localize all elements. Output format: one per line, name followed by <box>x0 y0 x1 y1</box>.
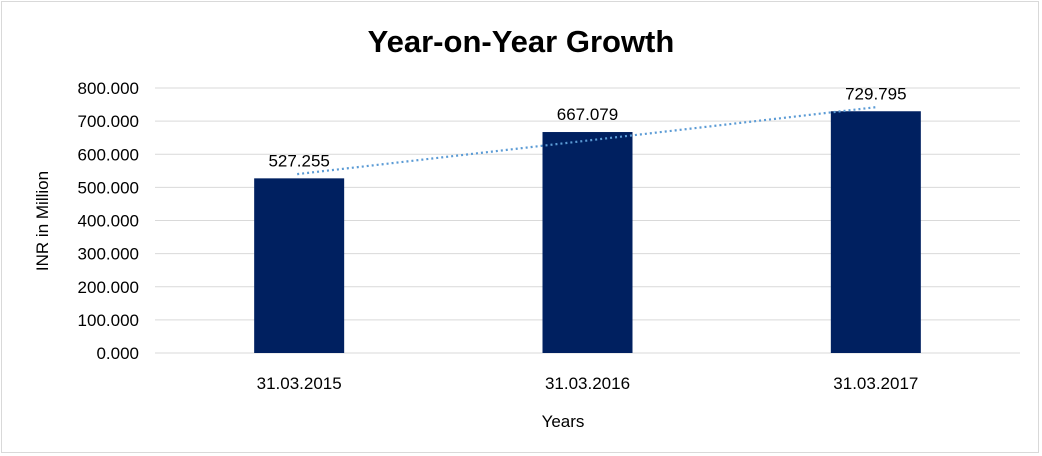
y-tick-label: 200.000 <box>78 278 139 297</box>
y-tick-label: 600.000 <box>78 145 139 164</box>
y-tick-label: 100.000 <box>78 311 139 330</box>
data-label: 667.079 <box>557 105 618 124</box>
bar <box>830 111 921 354</box>
data-label: 527.255 <box>268 151 329 170</box>
bar <box>542 132 633 353</box>
y-tick-label: 500.000 <box>78 178 139 197</box>
x-tick-label: 31.03.2017 <box>833 374 918 393</box>
y-tick-label: 400.000 <box>78 212 139 231</box>
y-tick-label: 0.000 <box>96 344 139 363</box>
y-tick-label: 300.000 <box>78 245 139 264</box>
chart-title: Year-on-Year Growth <box>368 24 675 59</box>
x-axis-label: Years <box>542 412 585 431</box>
data-label: 729.795 <box>845 84 906 103</box>
y-tick-label: 800.000 <box>78 79 139 98</box>
trendline <box>297 106 876 176</box>
x-tick-label: 31.03.2015 <box>257 374 342 393</box>
y-tick-label: 700.000 <box>78 112 139 131</box>
x-tick-label: 31.03.2016 <box>545 374 630 393</box>
y-axis-label: INR in Million <box>33 171 52 271</box>
bar <box>254 178 345 353</box>
